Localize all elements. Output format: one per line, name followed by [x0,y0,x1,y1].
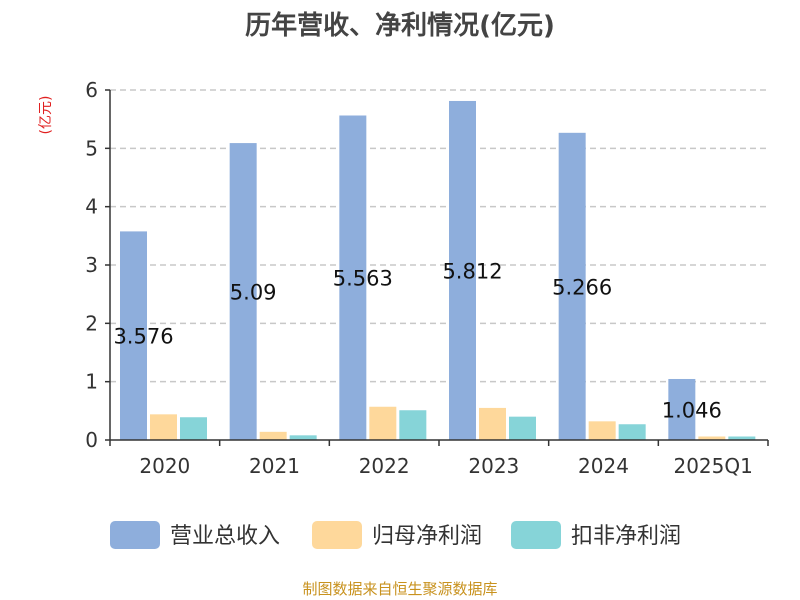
y-tick-label: 6 [85,78,98,102]
y-tick-label: 5 [85,136,98,160]
bar-series-3-2020 [180,417,207,440]
data-label-2023: 5.812 [442,259,502,283]
grid-lines [110,89,768,383]
data-label-2024: 5.266 [552,275,612,299]
bar-series-3-2021 [289,435,317,440]
bar-series-2-2023 [479,407,506,440]
x-tick-label: 2024 [578,454,629,478]
bars [120,100,756,441]
data-label-2020: 3.576 [113,325,173,349]
bar-series-3-2022 [399,410,427,440]
x-tick-label: 2022 [359,454,410,478]
source-note: 制图数据来自恒生聚源数据库 [302,580,497,598]
legend-label: 扣非净利润 [571,524,681,549]
legend-item-2[interactable]: 归母净利润 [312,521,482,549]
legend-item-3[interactable]: 扣非净利润 [511,521,681,549]
bar-series-2-2021 [259,431,287,440]
data-labels: 3.576 5.09 5.563 5.812 5.266 1.046 [113,259,721,422]
legend-label: 归母净利润 [372,524,482,549]
bar-series-1-2022 [339,115,367,440]
bar-series-1-2024 [558,132,586,441]
x-tick-label: 2020 [139,454,190,478]
x-tick-label: 2021 [249,454,300,478]
bar-series-3-2023 [509,416,536,440]
y-tick-label: 3 [85,253,98,277]
legend: 营业总收入 归母净利润 扣非净利润 [110,521,681,549]
bar-series-1-2021 [229,143,257,441]
bar-series-2-2020 [150,414,177,440]
legend-item-1[interactable]: 营业总收入 [110,521,280,549]
x-tick-label: 2023 [468,454,519,478]
y-axis-unit-label: (亿元) [38,96,54,135]
x-tick-label: 2025Q1 [673,454,752,478]
y-tick-label: 1 [85,370,98,394]
bar-series-2-2025Q1 [698,436,726,440]
bar-series-3-2025Q1 [728,436,756,440]
legend-label: 营业总收入 [170,524,280,549]
legend-swatch [312,521,362,549]
bar-series-1-2025Q1 [668,378,696,440]
data-label-2022: 5.563 [333,267,393,291]
chart-title: 历年营收、净利情况(亿元) [245,10,555,41]
y-tick-label: 4 [85,195,98,219]
bar-series-2-2024 [588,421,616,440]
y-tick-label: 2 [85,311,98,335]
bar-series-1-2023 [449,100,476,440]
y-tick-label: 0 [85,428,98,452]
legend-swatch [511,521,561,549]
bar-series-3-2024 [618,424,646,440]
bar-series-2-2022 [369,406,397,440]
data-label-2021: 5.09 [230,281,277,305]
axes: 0 1 2 3 4 5 6 2020 2021 2022 2023 2024 2025Q1 [85,78,769,478]
data-label-2025Q1: 1.046 [662,398,722,422]
legend-swatch [110,521,160,549]
bar-series-1-2020 [120,231,147,440]
